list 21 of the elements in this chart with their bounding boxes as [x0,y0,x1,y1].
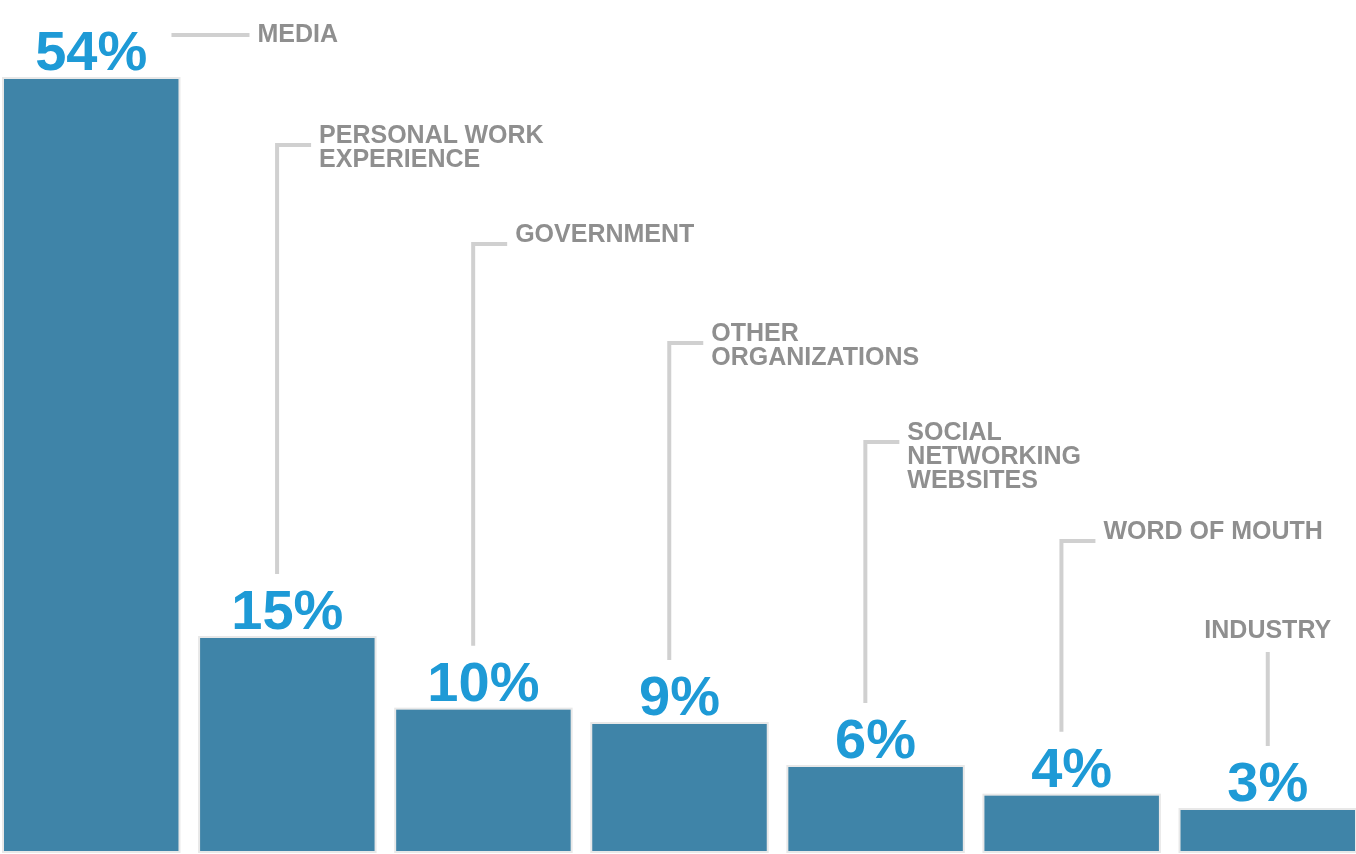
data-label: 6% [835,707,917,770]
data-label: 3% [1227,750,1309,813]
bar [2,77,181,853]
text: MEDIA [257,19,339,47]
annotation: INDUSTRY [1204,615,1332,643]
bar [982,793,1161,853]
data-label: 15% [231,578,344,641]
annotation: WORD OF MOUTH [1103,516,1323,544]
data-label: 10% [427,649,540,713]
annotation: SOCIAL NETWORKING WEBSITES [907,417,1081,493]
data-label: 9% [639,664,720,727]
annotation: PERSONAL WORK EXPERIENCE [319,120,544,172]
annotation: GOVERNMENT [515,219,695,247]
bar [590,722,769,853]
bar [394,707,573,853]
bar [786,765,965,853]
annotation: OTHER ORGANIZATIONS [711,318,920,370]
data-label: 4% [1031,735,1113,799]
data-label: 54% [35,19,148,82]
bar [1178,808,1356,853]
bar [198,636,377,853]
